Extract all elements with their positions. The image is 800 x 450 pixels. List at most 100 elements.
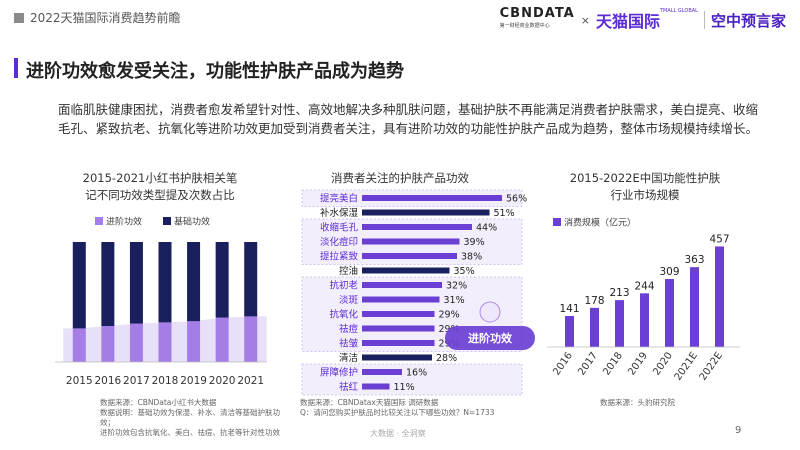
- chart1-bar-2018-basic: [158, 242, 172, 323]
- chart3-value-label: 244: [634, 280, 654, 292]
- chart2-value-label: 35%: [454, 266, 475, 277]
- chart2-group-box-4: [301, 363, 523, 396]
- footer-slogan: 大数据 · 全洞察: [370, 429, 426, 438]
- chart2-category-label: 淡化痘印: [320, 236, 358, 248]
- chart2-bar-清洁: [362, 354, 432, 361]
- chart1-bar-2019-basic: [187, 242, 201, 322]
- chart2-value-label: 38%: [461, 252, 482, 263]
- logo-divider: [703, 11, 705, 29]
- chart2-value-label: 11%: [394, 382, 415, 393]
- chart2-badge-bg: [445, 326, 535, 350]
- chart1-legend-swatch-2: [163, 217, 171, 225]
- chart2-bar-提亮美白: [362, 195, 502, 201]
- chart2-value-label: 51%: [494, 208, 515, 219]
- chart3-bar: 消费规模（亿元） 141 2016 178 2017 213 2018 244 2019 309 2…: [547, 217, 740, 383]
- headline-marker: [14, 58, 18, 78]
- chart1-bar-2020-advanced: [215, 317, 229, 362]
- chart3-tick-label: 2019: [626, 350, 650, 377]
- chart3-legend-swatch: [553, 218, 561, 226]
- chart1-title: 2015-2021小红书护肤相关笔 记不同功效类型提及次数占比: [82, 171, 238, 202]
- cbndata-logo: CBNDATA 第一财经商业数据中心: [499, 6, 575, 29]
- intro-paragraph: 面临肌肤健康困扰，消费者愈发希望针对性、高效地解决多种肌肤问题，基础护肤不再能满…: [58, 102, 759, 136]
- chart2-bar-补水保湿: [362, 209, 490, 216]
- chart2-value-label: 28%: [436, 353, 457, 364]
- chart3-title: 2015-2022E中国功能性护肤 行业市场规模: [569, 171, 721, 202]
- chart3-bar-2019: [640, 293, 649, 347]
- chart1-tick-label: 2019: [180, 375, 207, 387]
- chart2-category-label: 抗初老: [329, 280, 358, 292]
- tmall-logo: 天猫国际TMALL GLOBAL: [595, 8, 698, 31]
- chart3-tick-label: 2022E: [698, 350, 725, 382]
- chart1-tick-label: 2016: [94, 375, 121, 387]
- chart2-bar-祛红: [362, 383, 390, 390]
- chart3-source: 数据来源：头豹研究院: [600, 398, 675, 407]
- chart1-stacked-bar: 进阶功效 基础功效 2015 2016 2017 2018 2019 2020 2021: [55, 216, 267, 387]
- chart2-bar-收缩毛孔: [362, 224, 472, 230]
- chart2-title: 消费者关注的护肤产品功效: [331, 171, 469, 185]
- chart2-category-label: 提亮美白: [320, 193, 358, 205]
- chart2-horizontal-bar: 提亮美白 56% 补水保湿 51% 收缩毛孔 44% 淡化痘印 39% 提拉紧致 38% 控油 35%…: [301, 189, 535, 396]
- chart1-tick-label: 2021: [237, 375, 264, 387]
- chart1-bar-2019-advanced: [187, 321, 201, 362]
- chart2-value-label: 29%: [439, 310, 460, 321]
- chart3-bar-2018: [615, 300, 624, 347]
- chart3-bar-2022E: [715, 246, 724, 347]
- chart3-tick-label: 2021E: [673, 350, 700, 382]
- chart2-bar-提拉紧致: [362, 253, 457, 259]
- chart1-tick-label: 2017: [123, 375, 150, 387]
- chart3-bar-2017: [590, 307, 599, 347]
- chart1-tick-label: 2020: [209, 375, 236, 387]
- chart3-tick-label: 2017: [576, 350, 600, 377]
- chart3-value-label: 178: [584, 295, 604, 307]
- chart3-value-label: 141: [559, 303, 579, 315]
- page-number: 9: [735, 425, 742, 436]
- chart3-value-label: 309: [659, 266, 679, 278]
- chart1-bar-2015-advanced: [72, 328, 86, 362]
- chart1-bar-2015-basic: [72, 242, 86, 329]
- chart3-legend-label: 消费规模（亿元）: [564, 217, 636, 229]
- chart2-category-label: 抗氧化: [329, 309, 358, 321]
- logo-times: ×: [580, 13, 590, 27]
- chart2-bar-淡斑: [362, 296, 440, 303]
- chart2-category-label: 提拉紧致: [320, 251, 359, 263]
- chart3-value-label: 457: [709, 233, 729, 245]
- chart3-tick-label: 2016: [551, 350, 575, 377]
- chart1-legend-label-1: 进阶功效: [106, 216, 142, 228]
- chart3-value-label: 213: [609, 287, 629, 299]
- header-marker: [14, 13, 24, 23]
- chart2-value-label: 16%: [406, 368, 427, 379]
- chart2-category-label: 祛皱: [339, 338, 359, 350]
- chart2-badge-label: 进阶功效: [468, 331, 513, 345]
- chart1-bar-2017-basic: [129, 242, 143, 324]
- chart2-bar-抗氧化: [362, 311, 435, 317]
- chart1-bar-2018-advanced: [158, 322, 172, 362]
- chart3-bar-2016: [565, 315, 574, 347]
- logo-bar: CBNDATA 第一财经商业数据中心 × 天猫国际TMALL GLOBAL 空中…: [499, 6, 786, 32]
- chart1-legend-swatch-1: [95, 217, 103, 225]
- chart1-bar-2016-advanced: [101, 326, 115, 362]
- chart1-bar-2021-advanced: [244, 316, 258, 362]
- chart3-bar-2020: [665, 279, 674, 347]
- chart2-bar-屏障修护: [362, 369, 402, 375]
- report-title: 2022天猫国际消费趋势前瞻: [30, 11, 181, 25]
- chart2-value-label: 32%: [446, 281, 467, 292]
- kongzhong-logo: 空中预言家: [710, 11, 786, 30]
- chart2-category-label: 清洁: [339, 352, 358, 364]
- chart2-source: 数据来源：CBNDatax天猫国际 调研数据 Q：请问您购买护肤品时比较关注以下…: [300, 398, 495, 417]
- chart1-tick-label: 2015: [66, 375, 93, 387]
- chart1-source: 数据来源：CBNData小红书大数据 数据说明：基础功效为保湿、补水、清洁等基础…: [100, 398, 280, 437]
- chart3-value-label: 363: [684, 254, 704, 266]
- chart3-bar-2021E: [690, 267, 699, 347]
- chart2-bar-祛痘: [362, 325, 435, 332]
- chart2-category-label: 控油: [339, 265, 358, 277]
- chart1-bar-2021-basic: [244, 242, 258, 317]
- chart2-category-label: 屏障修护: [320, 367, 358, 379]
- chart1-legend-label-2: 基础功效: [174, 216, 210, 228]
- chart2-category-label: 补水保湿: [320, 207, 359, 219]
- chart3-tick-label: 2018: [601, 350, 625, 377]
- chart2-category-label: 收缩毛孔: [320, 222, 359, 234]
- chart1-bar-2017-advanced: [129, 323, 143, 362]
- chart1-bar-2020-basic: [215, 242, 229, 318]
- chart2-category-label: 淡斑: [339, 294, 359, 306]
- chart2-category-label: 祛痘: [339, 323, 359, 335]
